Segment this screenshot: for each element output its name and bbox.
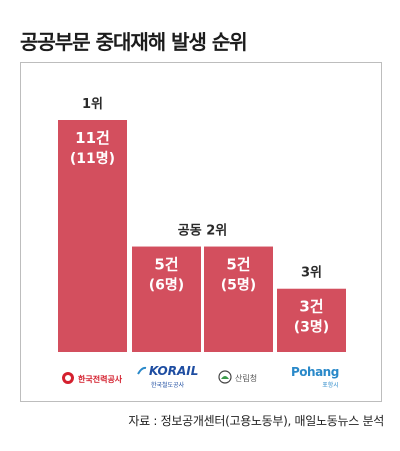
bar-person-label-3: (5명): [221, 277, 256, 294]
bar-value-label-4: 3건: [299, 298, 323, 316]
bar-value-label-2: 5건: [154, 256, 178, 274]
bar-value-label-3: 5건: [226, 256, 250, 274]
bar-person-label-2: (6명): [149, 277, 184, 294]
forest-service-circle-icon: [218, 369, 232, 388]
kepco-circle-icon: [61, 370, 75, 389]
kepco-logo-text: 한국전력공사: [78, 375, 123, 384]
bar-4: [277, 288, 346, 352]
rank-label-1: 1위: [82, 97, 103, 112]
korail-logo-text: KORAIL: [149, 363, 199, 378]
bar-value-label-1: 11건: [75, 129, 110, 147]
kepco-logo: 한국전력공사: [61, 370, 122, 389]
korail-logo: KORAIL 한국철도공사: [137, 361, 198, 389]
bar-person-label-4: (3명): [294, 319, 329, 336]
rank-label-4: 3위: [301, 266, 322, 281]
pohang-logo-text: Pohang: [291, 365, 339, 379]
pohang-logo: Pohang 포항시: [291, 361, 339, 389]
forest-service-logo: 산림청: [218, 369, 257, 388]
pohang-logo-subtext: 포항시: [322, 382, 339, 389]
pohang-wordmark-icon: Pohang: [291, 361, 339, 380]
bar-3: [204, 246, 273, 352]
forest-service-logo-text: 산림청: [235, 374, 258, 383]
bar-2: [132, 246, 201, 352]
bar-1: [58, 120, 127, 352]
bar-person-label-1: (11명): [70, 150, 115, 167]
chart-title: 공공부문 중대재해 발생 순위: [20, 30, 248, 54]
korail-swoosh-icon: [137, 361, 147, 380]
source-note: 자료 : 정보공개센터(고용노동부), 매일노동뉴스 분석: [128, 414, 384, 428]
rank-label-2: 공동 2위: [178, 224, 227, 239]
korail-logo-subtext: 한국철도공사: [151, 382, 185, 389]
